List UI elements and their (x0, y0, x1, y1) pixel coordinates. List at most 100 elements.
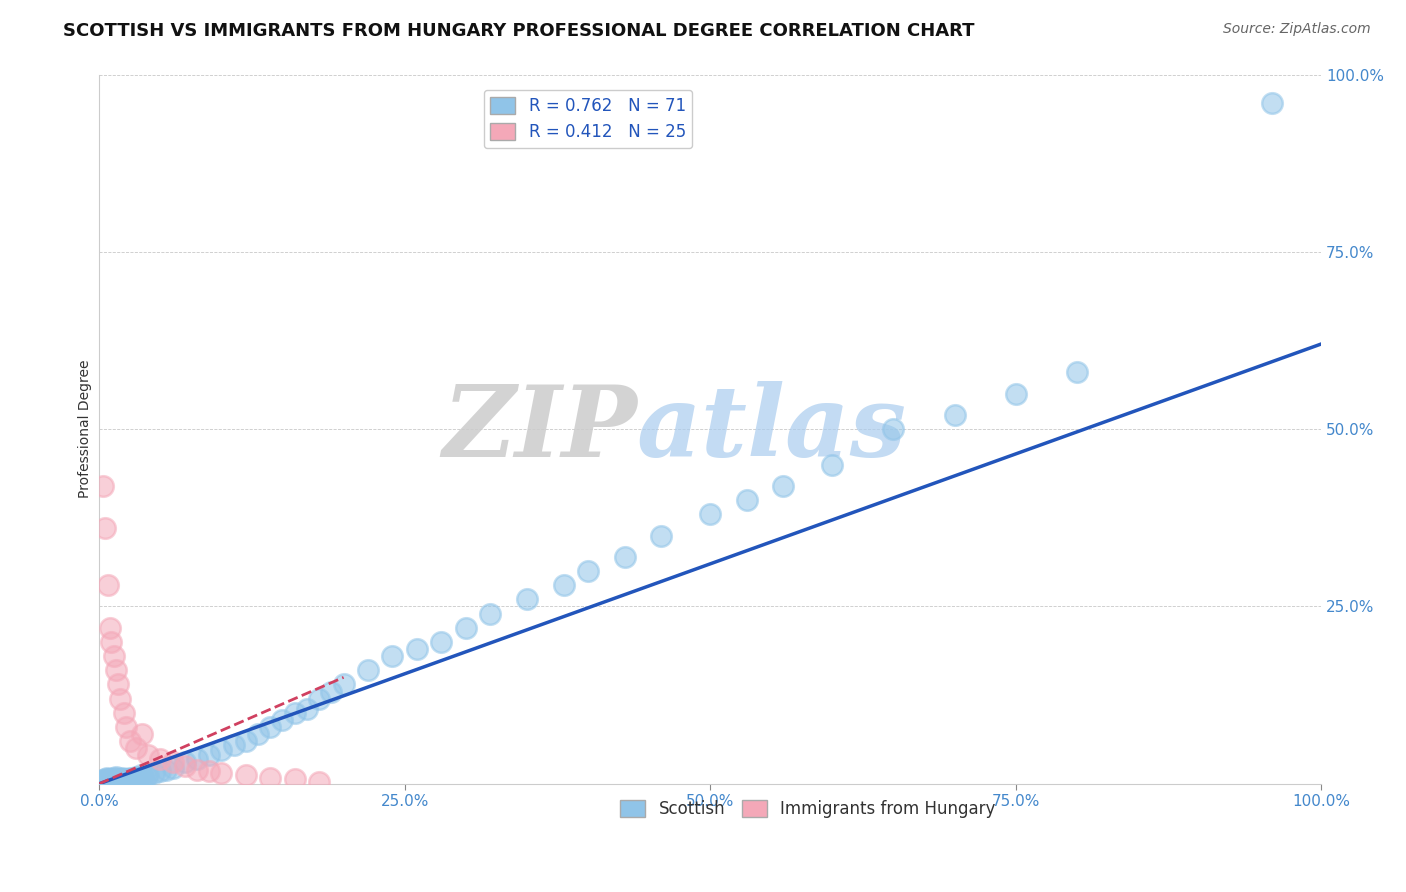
Point (96, 771, 118, 785)
Point (100, 635, 122, 649)
Point (308, 774, 330, 789)
Point (209, 766, 232, 780)
Point (94, 521, 117, 535)
Point (406, 642, 429, 657)
Point (143, 766, 166, 780)
Point (118, 771, 141, 785)
Point (131, 727, 153, 741)
Point (247, 727, 270, 741)
Point (173, 756, 195, 770)
Point (162, 761, 184, 775)
Point (91, 773, 114, 788)
Point (104, 774, 127, 789)
Text: atlas: atlas (637, 381, 907, 477)
Point (107, 677, 129, 691)
Point (479, 607, 502, 621)
Point (149, 764, 172, 778)
Point (149, 752, 172, 766)
Point (699, 507, 721, 521)
Point (120, 773, 142, 788)
Point (882, 422, 904, 436)
Text: SCOTTISH VS IMMIGRANTS FROM HUNGARY PROFESSIONAL DEGREE CORRELATION CHART: SCOTTISH VS IMMIGRANTS FROM HUNGARY PROF… (63, 22, 974, 40)
Point (91, 479, 114, 493)
Point (198, 764, 221, 778)
Point (112, 772, 135, 787)
Point (118, 734, 141, 748)
Point (284, 772, 307, 787)
Point (381, 649, 404, 664)
Point (1261, 95, 1284, 110)
Point (235, 768, 257, 782)
Point (173, 759, 195, 773)
Point (222, 738, 245, 752)
Point (259, 720, 281, 734)
Point (186, 763, 208, 777)
Point (107, 772, 129, 787)
Point (357, 663, 380, 677)
Point (93, 773, 115, 788)
Point (105, 663, 128, 677)
Point (117, 773, 139, 788)
Point (98, 772, 121, 786)
Point (100, 772, 122, 787)
Point (209, 742, 232, 756)
Point (117, 772, 139, 787)
Point (115, 720, 138, 734)
Point (553, 578, 575, 592)
Y-axis label: Professional Degree: Professional Degree (79, 359, 93, 499)
Point (454, 621, 477, 635)
Point (103, 649, 125, 664)
Point (97, 578, 120, 592)
Point (284, 706, 307, 720)
Point (127, 771, 149, 785)
Point (98, 773, 121, 788)
Point (1066, 365, 1088, 379)
Point (162, 756, 184, 770)
Point (108, 772, 131, 786)
Point (94, 772, 117, 787)
Point (430, 635, 453, 649)
Point (111, 771, 134, 785)
Point (332, 677, 354, 691)
Point (1004, 386, 1026, 401)
Point (155, 763, 177, 777)
Point (186, 752, 208, 766)
Point (125, 741, 148, 756)
Point (821, 458, 844, 472)
Point (321, 684, 343, 698)
Point (105, 770, 128, 784)
Point (108, 691, 131, 706)
Point (132, 770, 155, 784)
Point (772, 479, 794, 493)
Point (101, 773, 124, 788)
Point (98, 621, 121, 635)
Point (198, 748, 221, 763)
Point (576, 564, 599, 578)
Point (271, 713, 294, 727)
Point (235, 734, 257, 748)
Point (90, 774, 112, 789)
Point (110, 773, 132, 788)
Point (650, 528, 672, 542)
Point (103, 771, 125, 785)
Legend: Scottish, Immigrants from Hungary: Scottish, Immigrants from Hungary (613, 794, 1002, 825)
Point (125, 770, 148, 784)
Point (121, 773, 143, 788)
Point (112, 706, 135, 720)
Point (114, 773, 136, 788)
Point (129, 768, 152, 782)
Point (259, 771, 281, 785)
Point (136, 748, 159, 763)
Point (115, 772, 138, 786)
Point (136, 767, 159, 781)
Point (135, 769, 157, 783)
Point (613, 549, 636, 564)
Point (122, 772, 145, 787)
Text: ZIP: ZIP (441, 381, 637, 477)
Point (107, 773, 129, 788)
Point (97, 773, 120, 788)
Point (943, 408, 966, 422)
Point (735, 493, 758, 508)
Point (295, 702, 318, 716)
Point (308, 691, 330, 706)
